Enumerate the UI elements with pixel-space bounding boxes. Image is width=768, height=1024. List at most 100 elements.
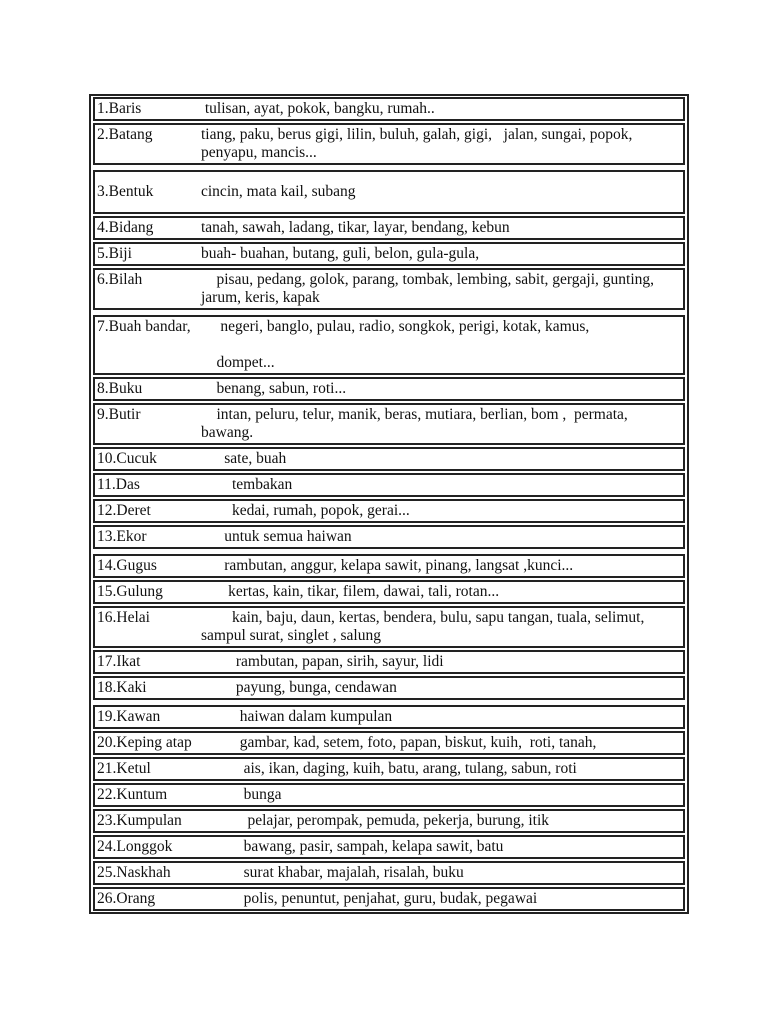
row-term: 18.Kaki bbox=[97, 679, 147, 696]
row-examples-line: polis, penuntut, penjahat, guru, budak, … bbox=[201, 890, 538, 907]
row-examples-line: rambutan, papan, sirih, sayur, lidi bbox=[201, 653, 444, 670]
table-row: 25.Naskhah surat khabar, majalah, risala… bbox=[93, 861, 685, 885]
row-examples: intan, peluru, telur, manik, beras, muti… bbox=[201, 405, 683, 443]
row-term: 17.Ikat bbox=[97, 653, 141, 670]
row-term: 10.Cucuk bbox=[97, 450, 157, 467]
row-examples-line: benang, sabun, roti... bbox=[201, 380, 347, 397]
row-examples: kertas, kain, tikar, filem, dawai, tali,… bbox=[201, 582, 683, 602]
table-row: 14.Gugus rambutan, anggur, kelapa sawit,… bbox=[93, 554, 685, 578]
row-examples-line: tanah, sawah, ladang, tikar, layar, bend… bbox=[201, 219, 510, 236]
row-examples-line: payung, bunga, cendawan bbox=[201, 679, 397, 696]
row-examples-line: dompet... bbox=[201, 354, 275, 371]
row-examples: benang, sabun, roti... bbox=[201, 379, 683, 399]
row-term: 6.Bilah bbox=[97, 271, 143, 288]
classifier-table: 1.Baris tulisan, ayat, pokok, bangku, ru… bbox=[89, 94, 689, 914]
row-examples: bunga bbox=[201, 785, 683, 805]
row-examples: tulisan, ayat, pokok, bangku, rumah.. bbox=[201, 99, 683, 119]
row-examples: ais, ikan, daging, kuih, batu, arang, tu… bbox=[201, 759, 683, 779]
table-row: 11.Das tembakan bbox=[93, 473, 685, 497]
row-term: 16.Helai bbox=[97, 609, 150, 626]
row-examples-line: negeri, banglo, pulau, radio, songkok, p… bbox=[201, 318, 590, 335]
row-examples-line: cincin, mata kail, subang bbox=[201, 183, 356, 200]
row-examples-line: bunga bbox=[201, 786, 282, 803]
row-examples: sate, buah bbox=[201, 449, 683, 469]
row-examples-line: tulisan, ayat, pokok, bangku, rumah.. bbox=[201, 100, 435, 117]
row-examples: payung, bunga, cendawan bbox=[201, 678, 683, 698]
row-term: 25.Naskhah bbox=[97, 864, 171, 881]
row-examples-line: kertas, kain, tikar, filem, dawai, tali,… bbox=[201, 583, 500, 600]
table-row: 16.Helai kain, baju, daun, kertas, bende… bbox=[93, 606, 685, 648]
row-term: 14.Gugus bbox=[97, 557, 157, 574]
row-examples: surat khabar, majalah, risalah, buku bbox=[201, 863, 683, 883]
row-examples-line: tembakan bbox=[201, 476, 293, 493]
row-term: 4.Bidang bbox=[97, 219, 154, 236]
table-row: 3.Bentuk cincin, mata kail, subang bbox=[93, 170, 685, 214]
row-term: 22.Kuntum bbox=[97, 786, 168, 803]
table-row: 7.Buah bandar, negeri, banglo, pulau, ra… bbox=[93, 315, 685, 375]
row-examples-line: tiang, paku, berus gigi, lilin, buluh, g… bbox=[201, 126, 637, 161]
row-term: 26.Orang bbox=[97, 890, 156, 907]
row-examples: rambutan, anggur, kelapa sawit, pinang, … bbox=[201, 556, 683, 576]
row-examples-line: haiwan dalam kumpulan bbox=[201, 708, 393, 725]
row-examples-line: untuk semua haiwan bbox=[201, 528, 352, 545]
table-row: 5.Biji buah- buahan, butang, guli, belon,… bbox=[93, 242, 685, 266]
row-examples: pelajar, perompak, pemuda, pekerja, buru… bbox=[201, 811, 683, 831]
row-term: 13.Ekor bbox=[97, 528, 147, 545]
row-examples-line: buah- buahan, butang, guli, belon, gula-… bbox=[201, 245, 480, 262]
row-examples: tanah, sawah, ladang, tikar, layar, bend… bbox=[201, 218, 683, 238]
row-examples-line: kedai, rumah, popok, gerai... bbox=[201, 502, 410, 519]
row-examples-line: surat khabar, majalah, risalah, buku bbox=[201, 864, 464, 881]
row-examples: haiwan dalam kumpulan bbox=[201, 707, 683, 727]
row-term: 8.Buku bbox=[97, 380, 143, 397]
row-examples: pisau, pedang, golok, parang, tombak, le… bbox=[201, 270, 683, 308]
row-examples-line: gambar, kad, setem, foto, papan, biskut,… bbox=[201, 734, 597, 751]
table-row: 1.Baris tulisan, ayat, pokok, bangku, ru… bbox=[93, 97, 685, 121]
row-examples: rambutan, papan, sirih, sayur, lidi bbox=[201, 652, 683, 672]
table-row: 19.Kawan haiwan dalam kumpulan bbox=[93, 705, 685, 729]
row-term: 21.Ketul bbox=[97, 760, 151, 777]
table-row: 15.Gulung kertas, kain, tikar, filem, da… bbox=[93, 580, 685, 604]
row-examples: cincin, mata kail, subang bbox=[201, 182, 683, 202]
row-term: 23.Kumpulan bbox=[97, 812, 182, 829]
row-term: 12.Deret bbox=[97, 502, 151, 519]
row-term: 1.Baris bbox=[97, 100, 142, 117]
row-examples-line: pisau, pedang, golok, parang, tombak, le… bbox=[201, 271, 658, 306]
row-examples: bawang, pasir, sampah, kelapa sawit, bat… bbox=[201, 837, 683, 857]
row-examples: buah- buahan, butang, guli, belon, gula-… bbox=[201, 244, 683, 264]
row-term: 20.Keping atap bbox=[97, 734, 192, 751]
table-row: 10.Cucuk sate, buah bbox=[93, 447, 685, 471]
row-term: 19.Kawan bbox=[97, 708, 161, 725]
row-examples: tiang, paku, berus gigi, lilin, buluh, g… bbox=[201, 125, 683, 163]
row-examples-line: bawang, pasir, sampah, kelapa sawit, bat… bbox=[201, 838, 504, 855]
row-examples-line: ais, ikan, daging, kuih, batu, arang, tu… bbox=[201, 760, 577, 777]
row-examples-line: kain, baju, daun, kertas, bendera, bulu,… bbox=[201, 609, 649, 644]
row-examples-line: sate, buah bbox=[201, 450, 287, 467]
row-examples-line bbox=[201, 336, 681, 354]
row-examples: gambar, kad, setem, foto, papan, biskut,… bbox=[201, 733, 683, 753]
row-term: 2.Batang bbox=[97, 126, 153, 143]
row-term: 5.Biji bbox=[97, 245, 132, 262]
row-examples: kain, baju, daun, kertas, bendera, bulu,… bbox=[201, 608, 683, 646]
row-term: 9.Butir bbox=[97, 406, 141, 423]
row-term: 7.Buah bandar, bbox=[97, 318, 191, 335]
row-examples-line: intan, peluru, telur, manik, beras, muti… bbox=[201, 406, 632, 441]
row-examples-line: pelajar, perompak, pemuda, pekerja, buru… bbox=[201, 812, 550, 829]
row-term: 24.Longgok bbox=[97, 838, 173, 855]
row-term: 3.Bentuk bbox=[97, 183, 154, 200]
table-row: 9.Butir intan, peluru, telur, manik, ber… bbox=[93, 403, 685, 445]
table-row: 20.Keping atap gambar, kad, setem, foto,… bbox=[93, 731, 685, 755]
table-row: 4.Bidang tanah, sawah, ladang, tikar, lay… bbox=[93, 216, 685, 240]
table-row: 18.Kaki payung, bunga, cendawan bbox=[93, 676, 685, 700]
table-row: 12.Deret kedai, rumah, popok, gerai... bbox=[93, 499, 685, 523]
table-row: 13.Ekor untuk semua haiwan bbox=[93, 525, 685, 549]
table-row: 6.Bilah pisau, pedang, golok, parang, to… bbox=[93, 268, 685, 310]
table-row: 23.Kumpulan pelajar, perompak, pemuda, p… bbox=[93, 809, 685, 833]
row-examples: tembakan bbox=[201, 475, 683, 495]
table-row: 24.Longgok bawang, pasir, sampah, kelapa… bbox=[93, 835, 685, 859]
row-term: 15.Gulung bbox=[97, 583, 163, 600]
table-row: 8.Buku benang, sabun, roti... bbox=[93, 377, 685, 401]
table-row: 22.Kuntum bunga bbox=[93, 783, 685, 807]
row-examples: polis, penuntut, penjahat, guru, budak, … bbox=[201, 889, 683, 909]
row-examples: kedai, rumah, popok, gerai... bbox=[201, 501, 683, 521]
